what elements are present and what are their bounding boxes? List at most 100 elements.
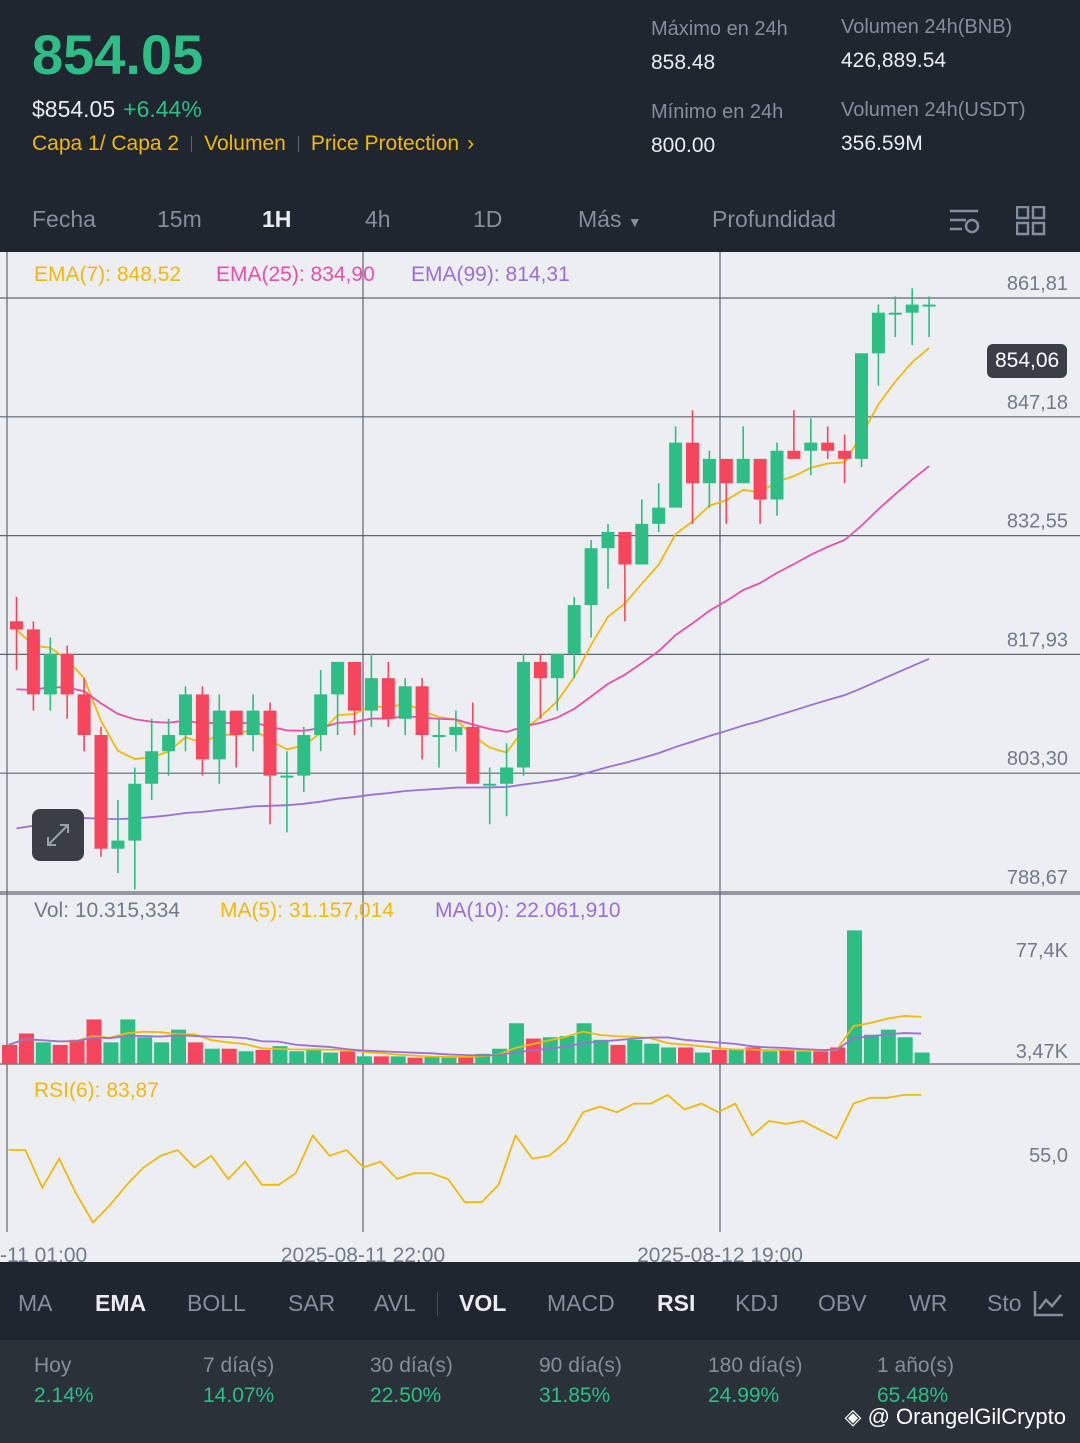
price-tick: 832,55 <box>1007 511 1068 533</box>
performance-bar: Hoy 2.14% 7 día(s) 14.07% 30 día(s) 22.50% … <box>0 1340 1080 1443</box>
tab-1h[interactable]: 1H <box>262 206 292 232</box>
time-label: 2025-08-12 19:00 <box>637 1244 803 1262</box>
candle <box>686 442 699 484</box>
candle <box>449 726 463 736</box>
candle <box>753 458 767 500</box>
candle <box>212 710 226 760</box>
ind-wr[interactable]: WR <box>909 1290 948 1316</box>
candle <box>280 775 294 778</box>
volume-bars <box>2 930 930 1064</box>
candle <box>43 653 57 695</box>
volume-bar <box>847 930 862 1064</box>
tab-1d[interactable]: 1D <box>473 206 503 232</box>
perf-label: Hoy <box>34 1354 72 1377</box>
expand-chart-button[interactable] <box>32 809 84 861</box>
candlestick-chart[interactable]: 861,81 847,18 832,55 817,93 803,30 788,67 EMA(… <box>0 252 1080 1267</box>
candle <box>838 450 852 459</box>
volume-bar <box>711 1050 727 1064</box>
ind-macd[interactable]: MACD <box>547 1290 615 1316</box>
tab-fecha[interactable]: Fecha <box>32 206 96 232</box>
candle <box>297 735 311 776</box>
ind-rsi[interactable]: RSI <box>657 1290 696 1316</box>
price-subline: $854.05 +6.44% <box>32 96 202 123</box>
volume-bar <box>120 1019 136 1064</box>
rsi-line <box>8 1093 922 1224</box>
candle <box>618 531 632 565</box>
perf-value: 22.50% <box>370 1384 442 1407</box>
tab-depth[interactable]: Profundidad <box>712 206 837 232</box>
chevron-right-icon[interactable]: › <box>467 132 475 155</box>
vol-ma5-line <box>8 1014 922 1058</box>
perf-value: 2.14% <box>34 1384 94 1407</box>
volume-bar <box>661 1047 677 1064</box>
stat-low: Mínimo en 24h 800.00 <box>651 101 783 158</box>
candle <box>821 442 835 451</box>
ema-legend: EMA(25): 834,90 <box>216 263 375 286</box>
usd-price: $854.05 <box>32 96 116 122</box>
tab-4h[interactable]: 4h <box>365 206 391 232</box>
volume-bar <box>2 1044 17 1064</box>
volume-bar <box>154 1042 170 1064</box>
volume-bar <box>272 1046 288 1064</box>
layout-grid-icon[interactable] <box>1016 206 1046 236</box>
tag-layer[interactable]: Capa 1/ Capa 2 <box>32 132 180 155</box>
candle <box>229 710 243 736</box>
volume-bar <box>306 1048 322 1064</box>
ind-sto[interactable]: Sto <box>987 1290 1022 1316</box>
volume-bar <box>830 1047 846 1064</box>
candle <box>719 458 733 484</box>
candle <box>905 304 919 313</box>
candle <box>10 621 23 630</box>
perf-value: 14.07% <box>203 1384 275 1407</box>
perf-7d: 7 día(s) 14.07% <box>203 1354 274 1408</box>
candle <box>195 694 209 760</box>
tab-15m[interactable]: 15m <box>157 206 202 232</box>
ind-avl[interactable]: AVL <box>374 1290 416 1316</box>
candle <box>263 710 277 776</box>
candle <box>500 767 514 784</box>
candle <box>314 694 328 736</box>
watermark-text: @ OrangelGilCrypto <box>867 1404 1066 1429</box>
candle <box>550 653 564 679</box>
stat-vol-usdt-value: 356.59M <box>841 132 923 155</box>
volume-bar <box>627 1039 643 1064</box>
candle <box>398 686 412 719</box>
volume-bar <box>644 1043 660 1064</box>
perf-value: 31.85% <box>539 1384 611 1407</box>
perf-label: 30 día(s) <box>370 1354 453 1377</box>
volume-bar <box>542 1037 558 1064</box>
perf-label: 90 día(s) <box>539 1354 622 1377</box>
tag-price-protection[interactable]: Price Protection <box>310 132 460 155</box>
volume-bar <box>204 1048 220 1064</box>
candle <box>635 523 649 565</box>
vol-tick: 77,4K <box>1016 940 1069 962</box>
candle <box>162 735 176 752</box>
ind-ema[interactable]: EMA <box>95 1290 147 1316</box>
volume-bar <box>593 1039 609 1064</box>
candle <box>381 678 395 719</box>
volume-bar <box>728 1050 744 1064</box>
volume-bar <box>458 1056 474 1064</box>
candle <box>179 694 192 736</box>
volume-bar <box>407 1057 423 1064</box>
vol-legend: MA(5): 31.157,014 <box>220 899 394 922</box>
candles <box>10 288 936 890</box>
time-label: 2025-08-11 22:00 <box>281 1244 445 1262</box>
candle <box>128 783 142 841</box>
volume-bar <box>694 1052 710 1064</box>
candle <box>517 661 530 768</box>
chart-area[interactable]: 861,81 847,18 832,55 817,93 803,30 788,67 EMA(… <box>0 252 1080 1267</box>
ind-kdj[interactable]: KDJ <box>735 1290 779 1316</box>
caret-down-icon: ▼ <box>627 214 642 230</box>
volume-bar <box>424 1056 440 1064</box>
tab-more[interactable]: Más ▼ <box>578 206 642 233</box>
tag-volume[interactable]: Volumen <box>204 132 286 155</box>
ind-obv[interactable]: OBV <box>818 1290 867 1316</box>
ind-vol[interactable]: VOL <box>459 1290 507 1316</box>
ind-ma[interactable]: MA <box>18 1290 53 1316</box>
indicator-chart-icon[interactable] <box>1032 1288 1066 1318</box>
ind-sar[interactable]: SAR <box>288 1290 336 1316</box>
chart-settings-icon[interactable] <box>948 207 982 235</box>
ind-boll[interactable]: BOLL <box>187 1290 246 1316</box>
volume-bar <box>559 1036 575 1064</box>
